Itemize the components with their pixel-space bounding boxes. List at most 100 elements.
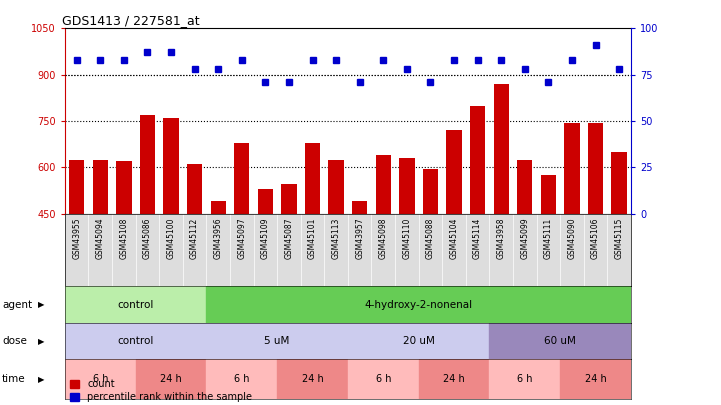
Bar [466,214,490,286]
Text: agent: agent [2,300,32,310]
Bar [206,323,348,359]
Text: GSM45106: GSM45106 [591,217,600,259]
Bar [324,214,348,286]
Bar [584,214,607,286]
Text: 60 uM: 60 uM [544,336,576,346]
Bar [352,201,367,214]
Bar [399,158,415,214]
Text: GSM45111: GSM45111 [544,217,553,258]
Text: ▶: ▶ [37,300,44,309]
Text: GSM45108: GSM45108 [120,217,128,259]
Text: GSM43956: GSM43956 [213,217,223,259]
Text: control: control [118,300,154,310]
Text: 6 h: 6 h [234,374,249,384]
Bar [536,214,560,286]
Bar [301,214,324,286]
Bar [513,214,536,286]
Bar [607,214,631,286]
Bar [419,214,442,286]
Bar [69,160,84,214]
Bar [493,84,509,214]
Text: 20 uM: 20 uM [403,336,435,346]
Text: GSM45098: GSM45098 [379,217,388,259]
Bar [371,214,395,286]
Text: dose: dose [2,336,27,346]
Bar [423,169,438,214]
Text: GSM45097: GSM45097 [237,217,247,259]
Text: GSM45100: GSM45100 [167,217,175,259]
Bar [565,123,580,214]
Text: GDS1413 / 227581_at: GDS1413 / 227581_at [62,14,200,27]
Bar [187,164,203,214]
Bar [348,323,490,359]
Text: GSM45112: GSM45112 [190,217,199,258]
Bar [206,214,230,286]
Bar [490,323,631,359]
Bar [230,214,254,286]
Bar [446,130,461,214]
Text: GSM45099: GSM45099 [521,217,529,259]
Text: GSM45110: GSM45110 [402,217,412,259]
Bar [140,115,155,214]
Bar [517,160,532,214]
Text: 24 h: 24 h [301,374,324,384]
Text: GSM45114: GSM45114 [473,217,482,259]
Text: 24 h: 24 h [443,374,465,384]
Bar [560,359,631,399]
Bar [611,152,627,214]
Bar [541,175,556,214]
Text: 6 h: 6 h [92,374,108,384]
Bar [281,184,296,214]
Text: GSM45113: GSM45113 [332,217,340,259]
Bar [560,214,584,286]
Text: GSM45104: GSM45104 [449,217,459,259]
Text: ▶: ▶ [37,375,44,384]
Bar [65,286,206,323]
Bar [490,359,560,399]
Bar [470,106,485,214]
Text: 6 h: 6 h [376,374,391,384]
Bar [136,359,206,399]
Text: GSM45088: GSM45088 [426,217,435,259]
Bar [376,155,391,214]
Text: 24 h: 24 h [585,374,606,384]
Bar [490,214,513,286]
Bar [116,161,131,214]
Text: ▶: ▶ [37,337,44,345]
Bar [348,359,419,399]
Text: GSM45101: GSM45101 [308,217,317,259]
Bar [329,160,344,214]
Text: GSM43955: GSM43955 [72,217,81,259]
Bar [112,214,136,286]
Bar [211,201,226,214]
Bar [234,143,249,214]
Bar [277,214,301,286]
Bar [348,214,371,286]
Bar [65,359,136,399]
Text: 6 h: 6 h [517,374,533,384]
Legend: count, percentile rank within the sample: count, percentile rank within the sample [70,379,252,402]
Bar [277,359,348,399]
Bar [206,286,631,323]
Bar [164,118,179,214]
Bar [65,323,206,359]
Text: control: control [118,336,154,346]
Text: GSM43958: GSM43958 [497,217,505,259]
Text: 5 uM: 5 uM [265,336,290,346]
Text: GSM45086: GSM45086 [143,217,152,259]
Bar [305,143,320,214]
Bar [206,359,277,399]
Text: GSM45094: GSM45094 [96,217,105,259]
Bar [395,214,419,286]
Text: GSM43957: GSM43957 [355,217,364,259]
Text: GSM45109: GSM45109 [261,217,270,259]
Text: 24 h: 24 h [160,374,182,384]
Bar [159,214,183,286]
Bar [92,160,108,214]
Text: GSM45087: GSM45087 [284,217,293,259]
Bar [254,214,277,286]
Text: GSM45115: GSM45115 [614,217,624,259]
Bar [442,214,466,286]
Bar [136,214,159,286]
Bar [588,123,603,214]
